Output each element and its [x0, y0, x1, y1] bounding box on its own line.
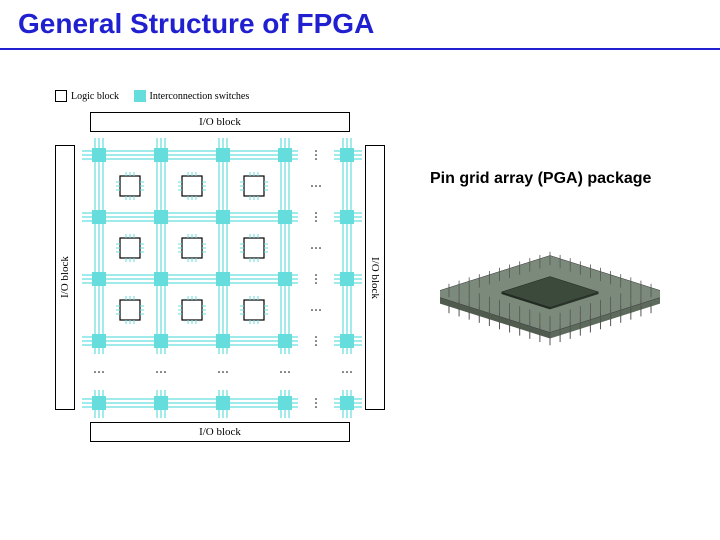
fpga-legend: Logic block Interconnection switches [55, 90, 261, 105]
pga-caption: Pin grid array (PGA) package [430, 170, 651, 188]
fpga-core-grid [82, 138, 362, 418]
legend-interconnect-label: Interconnection switches [150, 91, 250, 102]
title-underline [0, 48, 720, 50]
io-block-bottom: I/O block [90, 422, 350, 442]
pga-package-illustration [440, 230, 660, 380]
fpga-structure-diagram: Logic block Interconnection switches I/O… [40, 90, 380, 460]
io-block-top: I/O block [90, 112, 350, 132]
slide-title: General Structure of FPGA [18, 8, 374, 40]
legend-interconnect-swatch [134, 90, 146, 102]
legend-logic-swatch [55, 90, 67, 102]
io-block-left: I/O block [55, 145, 75, 410]
legend-logic-block: Logic block [55, 90, 119, 102]
io-block-right: I/O block [365, 145, 385, 410]
legend-logic-label: Logic block [71, 91, 119, 102]
legend-interconnect: Interconnection switches [134, 90, 250, 102]
